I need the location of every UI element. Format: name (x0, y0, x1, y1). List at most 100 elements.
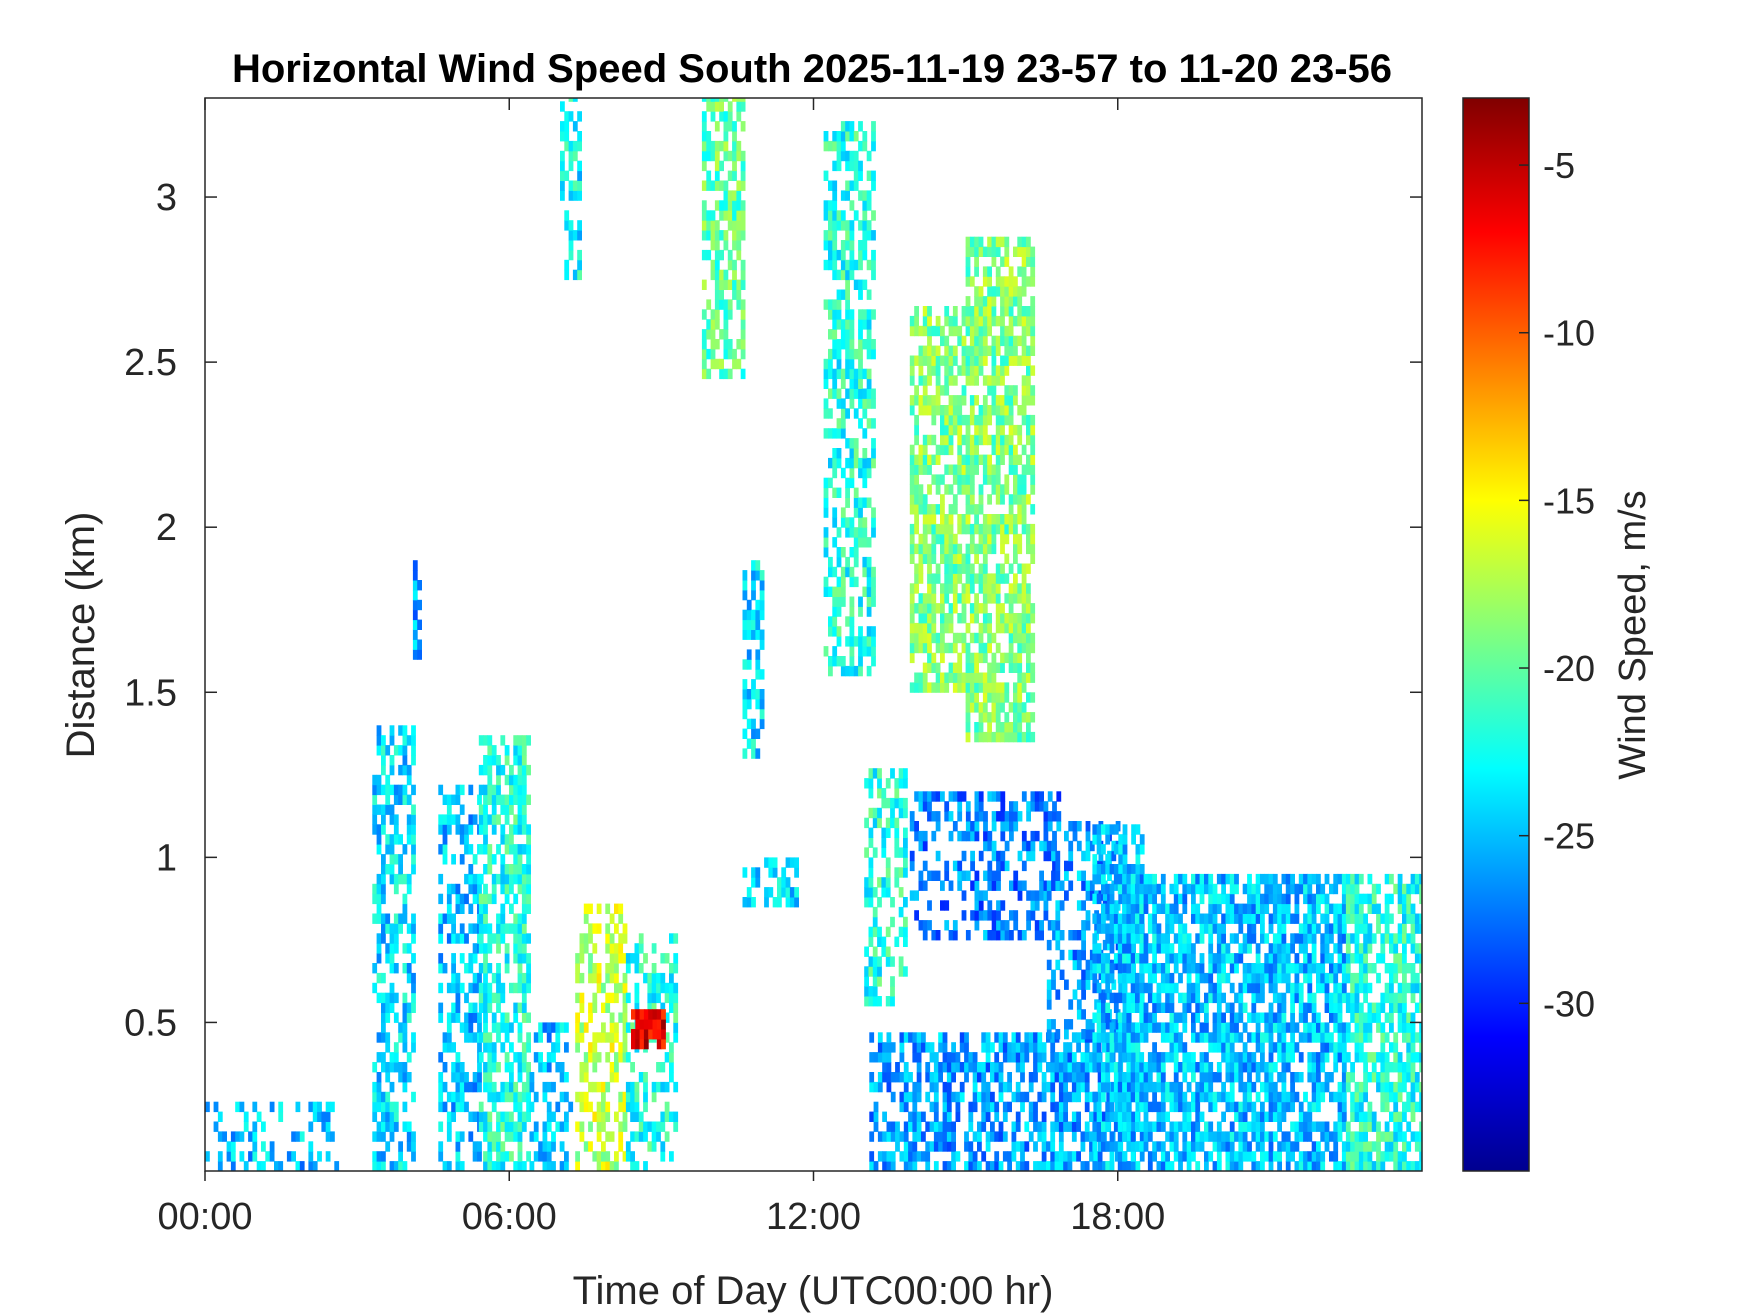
heatmap-cell (477, 1022, 482, 1033)
heatmap-cell (940, 622, 945, 634)
heatmap-cell (1058, 1131, 1064, 1142)
heatmap-cell (862, 537, 868, 548)
heatmap-cell (609, 1131, 615, 1142)
heatmap-cell (660, 982, 666, 994)
heatmap-cell (959, 1091, 965, 1103)
heatmap-cell (472, 883, 478, 895)
heatmap-cell (1208, 883, 1214, 895)
heatmap-cell (1071, 1052, 1077, 1063)
heatmap-cell (1143, 1012, 1149, 1023)
heatmap-cell (500, 982, 506, 994)
heatmap-cell (832, 220, 838, 231)
heatmap-cell (785, 887, 791, 898)
heatmap-cell (991, 514, 997, 525)
heatmap-cell (952, 603, 958, 614)
heatmap-cell (1076, 959, 1082, 971)
heatmap-cell (1165, 1002, 1170, 1013)
heatmap-cell (559, 1022, 565, 1033)
heatmap-cell (376, 834, 382, 845)
heatmap-cell (1131, 923, 1136, 934)
heatmap-cell (908, 1161, 913, 1171)
heatmap-cell (1238, 1101, 1244, 1113)
heatmap-cell (823, 140, 829, 152)
heatmap-cell (321, 1121, 327, 1132)
heatmap-cell (994, 1101, 1000, 1113)
heatmap-cell (1251, 923, 1257, 934)
heatmap-cell (496, 1091, 501, 1103)
heatmap-cell (909, 533, 915, 545)
heatmap-cell (710, 180, 716, 191)
heatmap-cell (866, 556, 872, 568)
heatmap-cell (828, 665, 833, 677)
heatmap-cell (1178, 933, 1183, 944)
heatmap-cell (660, 972, 666, 984)
heatmap-cell (853, 537, 859, 548)
heatmap-cell (468, 923, 474, 934)
heatmap-cell (406, 735, 412, 746)
heatmap-cell (643, 1121, 648, 1132)
heatmap-cell (1126, 923, 1132, 934)
heatmap-cell (965, 583, 971, 594)
heatmap-cell (912, 1032, 918, 1043)
heatmap-cell (922, 920, 928, 931)
heatmap-cell (872, 996, 878, 1007)
heatmap-cell (1122, 893, 1127, 905)
heatmap-cell (877, 807, 882, 819)
heatmap-cell (858, 329, 863, 340)
heatmap-cell (982, 543, 988, 555)
heatmap-cell (965, 930, 971, 941)
heatmap-cell (372, 824, 378, 835)
heatmap-cell (899, 1042, 905, 1053)
heatmap-cell (614, 903, 619, 914)
heatmap-cell (845, 388, 850, 399)
heatmap-cluster (560, 98, 582, 281)
heatmap-cell (727, 101, 733, 112)
heatmap-cell (1063, 1161, 1068, 1171)
heatmap-cell (1102, 1161, 1107, 1171)
heatmap-cell (411, 1032, 416, 1043)
heatmap-cell (442, 913, 448, 924)
heatmap-cell (559, 1062, 565, 1073)
heatmap-cell (832, 586, 838, 597)
heatmap-cell (630, 1111, 635, 1122)
heatmap-cell (866, 457, 872, 469)
heatmap-cell (898, 778, 904, 789)
heatmap-cell (777, 877, 782, 888)
heatmap-cell (1111, 850, 1117, 862)
heatmap-cell (732, 269, 737, 281)
heatmap-cell (1030, 712, 1036, 723)
heatmap-cell (1191, 1072, 1196, 1083)
heatmap-cell (500, 873, 506, 885)
heatmap-cell (909, 682, 915, 693)
heatmap-cell (1026, 315, 1031, 327)
heatmap-cell (1143, 1141, 1149, 1152)
heatmap-cell (858, 358, 863, 370)
heatmap-cell (823, 586, 829, 597)
heatmap-cell (1013, 632, 1018, 644)
heatmap-cell (922, 682, 928, 693)
heatmap-cell (1109, 1032, 1115, 1043)
heatmap-cell (978, 484, 984, 495)
heatmap-cell (853, 180, 859, 191)
heatmap-cell (1050, 1062, 1056, 1073)
heatmap-cell (564, 1111, 569, 1122)
heatmap-cell (1076, 949, 1082, 961)
heatmap-cell (1234, 1111, 1239, 1122)
heatmap-cell (740, 210, 746, 221)
heatmap-cell (959, 1042, 965, 1053)
heatmap-cell (564, 1161, 569, 1171)
heatmap-cell (1225, 1151, 1231, 1162)
heatmap-cell (1264, 1022, 1270, 1033)
heatmap-cell (559, 1091, 565, 1103)
heatmap-cell (1238, 1032, 1244, 1043)
heatmap-cell (840, 656, 846, 667)
heatmap-cell (487, 933, 493, 944)
heatmap-cell (546, 1121, 552, 1132)
heatmap-cell (1017, 296, 1023, 307)
heatmap-cell (985, 1111, 991, 1122)
heatmap-cell (1000, 365, 1005, 376)
heatmap-cell (944, 315, 950, 327)
heatmap-cell (1105, 1052, 1111, 1063)
heatmap-cell (998, 1072, 1004, 1083)
heatmap-cell (1000, 830, 1006, 842)
